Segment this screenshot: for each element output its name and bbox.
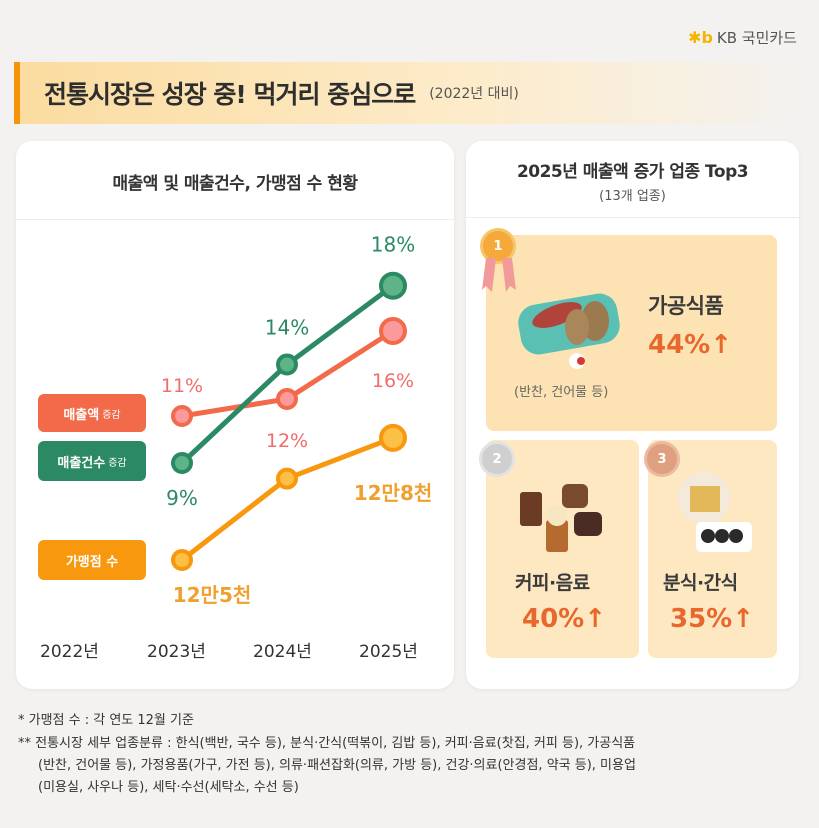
rank-2-pct: 40%↑: [522, 604, 606, 634]
footnote-1: * 가맹점 수 : 각 연도 12월 기준: [18, 713, 194, 728]
x-tick-label: 2022년: [40, 642, 99, 662]
silver-medal-icon: 2: [482, 444, 512, 474]
rank-1-note: (반찬, 건어물 등): [514, 385, 609, 400]
medal-ribbon-icon: [482, 258, 516, 292]
footnote-2-cont: (미용실, 사우나 등), 세탁·수선(세탁소, 수선 등): [38, 780, 299, 795]
legend-suffix: 증감: [108, 457, 127, 469]
dried-fish-platter-icon: [518, 293, 620, 369]
x-tick-label: 2024년: [253, 642, 312, 662]
gold-medal-icon: 1: [483, 231, 513, 261]
rank-3-name: 분식·간식: [663, 572, 738, 594]
title-banner: 전통시장은 성장 중! 먹거리 중심으로 (2022년 대비): [14, 62, 804, 124]
top3-subtitle: (13개 업종): [599, 189, 666, 204]
x-tick-label: 2025년: [359, 642, 418, 662]
coffee-drinks-icon: [520, 484, 602, 552]
bronze-medal-icon: 3: [647, 444, 677, 474]
kb-star-icon: ✱b: [688, 28, 713, 47]
rank-2-name: 커피·음료: [515, 572, 590, 594]
arrow-up-icon: ↑: [584, 604, 607, 634]
legend-sales-amount: 매출액 증감: [38, 394, 146, 432]
legend-label: 가맹점 수: [65, 554, 119, 570]
rank-3-pct: 35%↑: [670, 604, 754, 634]
rank-2-pct-value: 40%: [522, 604, 585, 634]
card-divider: [16, 219, 454, 220]
arrow-up-icon: ↑: [732, 604, 755, 634]
legend-label: 매출건수: [57, 455, 106, 471]
card-divider: [466, 217, 799, 218]
rank-1-pct-value: 44%: [648, 330, 711, 360]
page-title: 전통시장은 성장 중! 먹거리 중심으로: [44, 80, 416, 109]
legend-merchants: 가맹점 수: [38, 540, 146, 580]
rank-1-name: 가공식품: [648, 294, 724, 318]
kb-kookmin-card-logo: ✱b KB 국민카드: [688, 27, 797, 48]
page-subtitle: (2022년 대비): [429, 86, 519, 102]
x-tick-label: 2023년: [147, 642, 206, 662]
footnote-2: ** 전통시장 세부 업종분류 : 한식(백반, 국수 등), 분식·간식(떡볶…: [18, 736, 636, 751]
arrow-up-icon: ↑: [710, 330, 733, 360]
legend-sales-count: 매출건수 증감: [38, 441, 146, 481]
legend-label: 매출액: [63, 407, 100, 423]
chart-title: 매출액 및 매출건수, 가맹점 수 현황: [112, 174, 358, 194]
rank-3-pct-value: 35%: [670, 604, 733, 634]
top3-title: 2025년 매출액 증가 업종 Top3: [516, 162, 749, 182]
brand-name: KB 국민카드: [716, 29, 797, 47]
legend-suffix: 증감: [102, 409, 121, 421]
snack-food-icon: [678, 472, 752, 552]
footnote-2-cont: (반찬, 건어물 등), 가정용품(가구, 가전 등), 의류·패션잡화(의류,…: [38, 758, 636, 773]
rank-1-pct: 44%↑: [648, 330, 732, 360]
